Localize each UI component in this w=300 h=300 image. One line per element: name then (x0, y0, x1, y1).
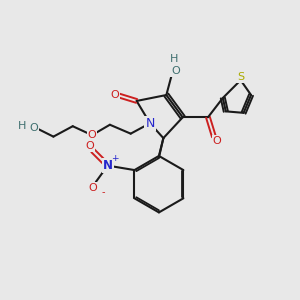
Text: O: O (30, 123, 38, 133)
Text: -: - (101, 188, 105, 197)
Text: O: O (85, 141, 94, 151)
Text: H: H (18, 121, 26, 131)
Text: S: S (237, 72, 244, 82)
Text: N: N (145, 117, 155, 130)
Text: +: + (111, 154, 119, 163)
Text: O: O (212, 136, 221, 146)
Text: O: O (110, 90, 119, 100)
Text: O: O (88, 130, 96, 140)
Text: N: N (103, 159, 113, 172)
Text: O: O (88, 183, 97, 193)
Text: H: H (169, 54, 178, 64)
Text: O: O (171, 66, 180, 76)
